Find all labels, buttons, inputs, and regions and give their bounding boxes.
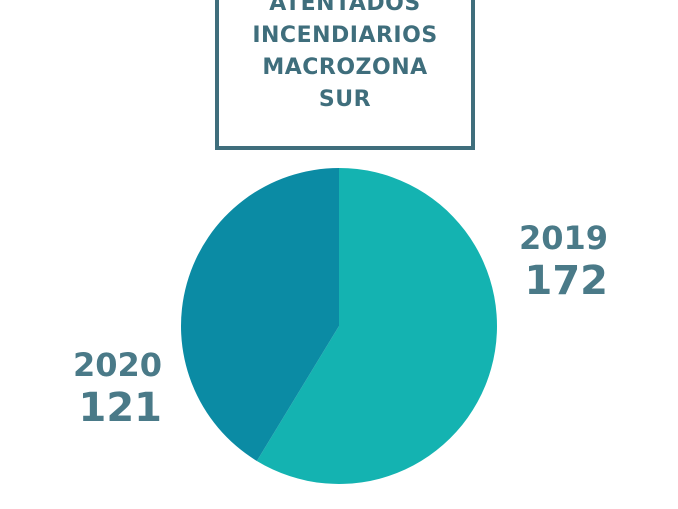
chart-title: ATENTADOS INCENDIARIOS MACROZONA SUR <box>252 0 438 112</box>
slice-value-label: 172 <box>525 258 609 304</box>
slice-category-label: 2019 <box>519 219 608 257</box>
pie-slice <box>256 168 497 484</box>
pie-slice <box>181 168 339 461</box>
title-box <box>215 0 475 150</box>
slice-category-label: 2020 <box>73 346 162 384</box>
slice-value-label: 121 <box>79 385 163 431</box>
